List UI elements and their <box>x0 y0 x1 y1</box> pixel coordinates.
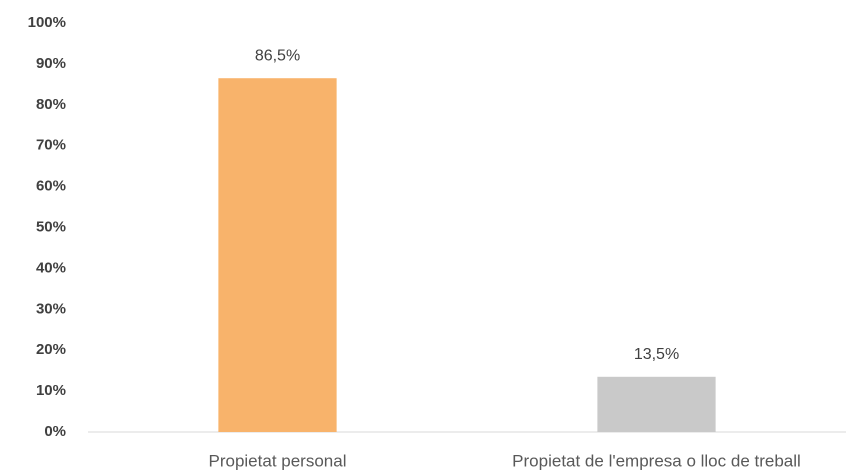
y-tick-label: 80% <box>36 96 66 113</box>
x-tick-label: Propietat personal <box>209 451 347 470</box>
data-label: 13,5% <box>634 346 679 363</box>
y-tick-label: 60% <box>36 178 66 195</box>
y-tick-label: 10% <box>36 382 66 399</box>
y-tick-label: 0% <box>44 423 66 440</box>
y-tick-label: 70% <box>36 137 66 154</box>
y-tick-label: 50% <box>36 218 66 235</box>
bar <box>597 376 716 432</box>
bar <box>218 78 337 432</box>
x-tick-label: Propietat de l'empresa o lloc de treball <box>512 451 801 470</box>
y-tick-label: 40% <box>36 259 66 276</box>
y-tick-label: 100% <box>28 14 66 31</box>
y-tick-label: 30% <box>36 300 66 317</box>
y-tick-label: 20% <box>36 341 66 358</box>
y-tick-label: 90% <box>36 55 66 72</box>
data-label: 86,5% <box>255 47 300 64</box>
